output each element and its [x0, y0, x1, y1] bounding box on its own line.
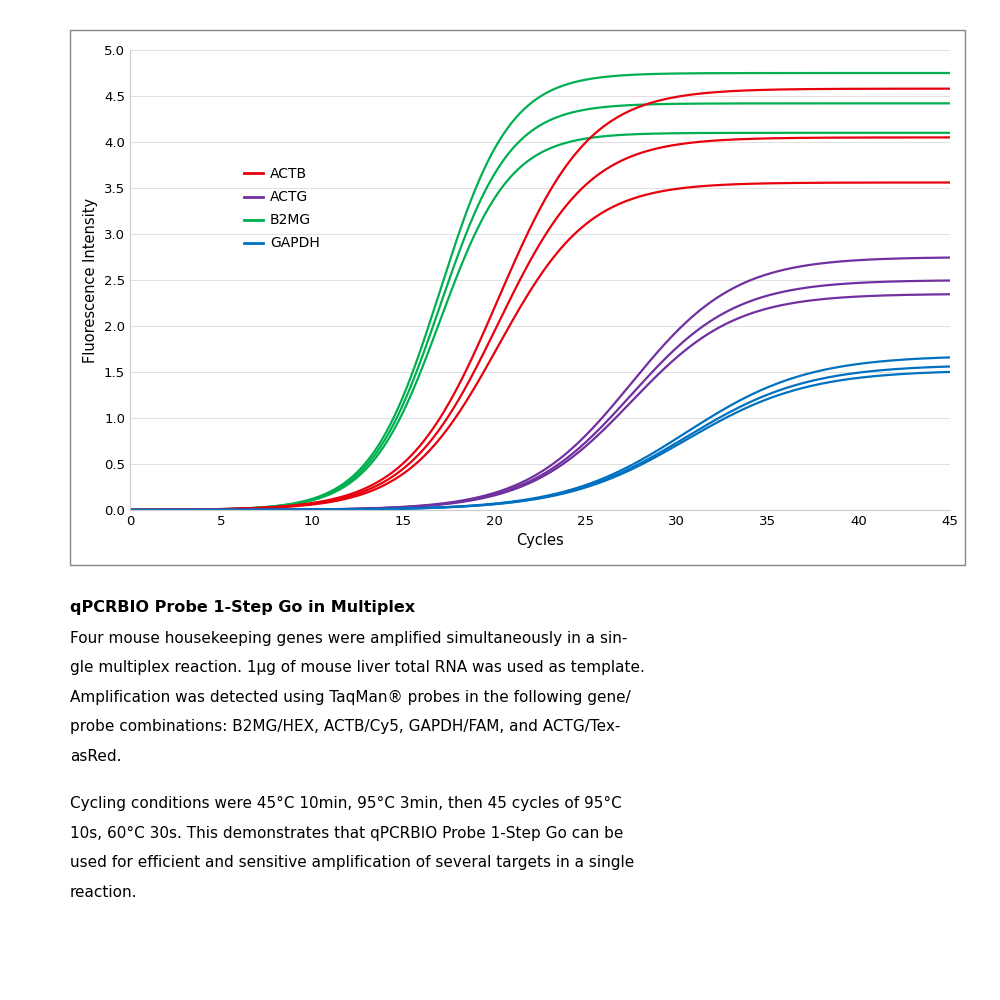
- Text: Cycling conditions were 45°C 10min, 95°C 3min, then 45 cycles of 95°C: Cycling conditions were 45°C 10min, 95°C…: [70, 796, 622, 811]
- Text: probe combinations: B2MG/HEX, ACTB/Cy5, GAPDH/FAM, and ACTG/Tex-: probe combinations: B2MG/HEX, ACTB/Cy5, …: [70, 719, 620, 734]
- Text: qPCRBIO Probe 1-Step Go in Multiplex: qPCRBIO Probe 1-Step Go in Multiplex: [70, 600, 415, 615]
- Text: reaction.: reaction.: [70, 885, 138, 900]
- Text: 10s, 60°C 30s. This demonstrates that qPCRBIO Probe 1-Step Go can be: 10s, 60°C 30s. This demonstrates that qP…: [70, 826, 623, 841]
- Legend: ACTB, ACTG, B2MG, GAPDH: ACTB, ACTG, B2MG, GAPDH: [244, 167, 320, 250]
- Text: used for efficient and sensitive amplification of several targets in a single: used for efficient and sensitive amplifi…: [70, 855, 634, 870]
- Text: Four mouse housekeeping genes were amplified simultaneously in a sin-: Four mouse housekeeping genes were ampli…: [70, 631, 627, 646]
- Text: asRed.: asRed.: [70, 749, 122, 764]
- Text: gle multiplex reaction. 1μg of mouse liver total RNA was used as template.: gle multiplex reaction. 1μg of mouse liv…: [70, 660, 645, 675]
- Y-axis label: Fluorescence Intensity: Fluorescence Intensity: [83, 197, 98, 363]
- X-axis label: Cycles: Cycles: [516, 533, 564, 548]
- Text: Amplification was detected using TaqMan® probes in the following gene/: Amplification was detected using TaqMan®…: [70, 690, 631, 705]
